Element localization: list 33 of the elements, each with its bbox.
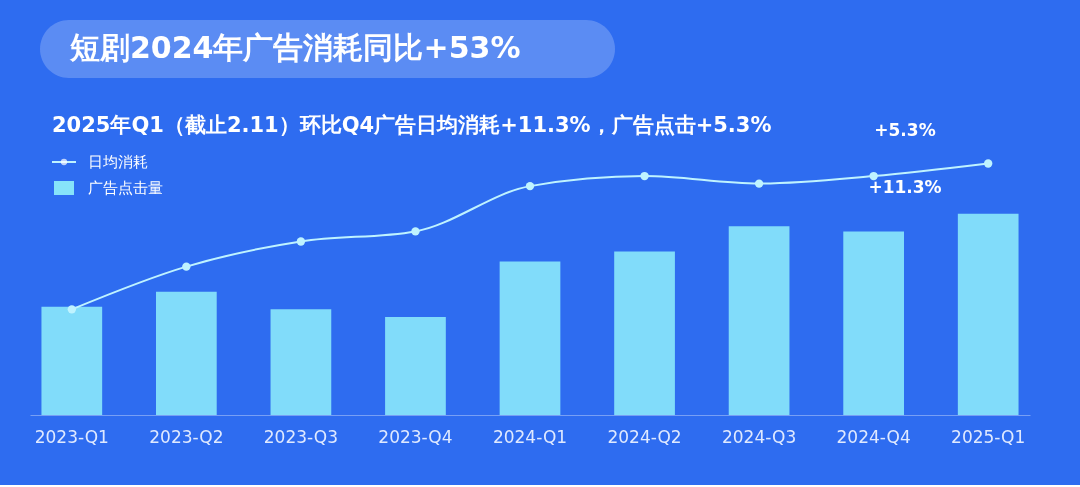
chart-title: 短剧2024年广告消耗同比+53% bbox=[69, 30, 521, 65]
x-tick-label: 2024-Q2 bbox=[607, 426, 682, 447]
bar bbox=[957, 213, 1019, 415]
x-tick-label: 2023-Q1 bbox=[34, 426, 109, 447]
point bbox=[67, 305, 76, 314]
bar bbox=[385, 316, 446, 415]
bar bbox=[41, 306, 103, 415]
x-tick-label: 2024-Q3 bbox=[721, 426, 797, 447]
x-tick-label: 2023-Q4 bbox=[378, 426, 453, 447]
x-tick-label: 2024-Q4 bbox=[836, 426, 911, 447]
point bbox=[525, 181, 535, 191]
point bbox=[411, 227, 420, 236]
bar bbox=[270, 309, 332, 415]
x-tick-label: 2024-Q1 bbox=[492, 426, 568, 447]
point bbox=[754, 179, 764, 188]
text: +5.3% bbox=[874, 120, 936, 140]
point bbox=[869, 171, 878, 181]
point bbox=[984, 159, 993, 168]
x-tick-label: 2023-Q3 bbox=[263, 426, 339, 447]
x-tick-label: 2023-Q2 bbox=[149, 426, 224, 447]
point bbox=[640, 171, 649, 181]
bar bbox=[499, 261, 561, 415]
x-tick-label: 2025-Q1 bbox=[951, 426, 1026, 447]
annotation: +11.3% bbox=[868, 177, 942, 197]
chart-subtitle: 2025年Q1（截止2.11）环比Q4广告日均消耗+11.3%，广告点击+5.3% bbox=[52, 113, 772, 137]
bar bbox=[843, 231, 904, 415]
bar bbox=[614, 251, 675, 415]
bar bbox=[728, 226, 790, 415]
point bbox=[182, 262, 191, 271]
legend-label: 日均消耗 bbox=[88, 153, 148, 171]
bar bbox=[156, 291, 217, 415]
legend-label: 广告点击量 bbox=[88, 179, 163, 197]
point bbox=[296, 237, 306, 246]
